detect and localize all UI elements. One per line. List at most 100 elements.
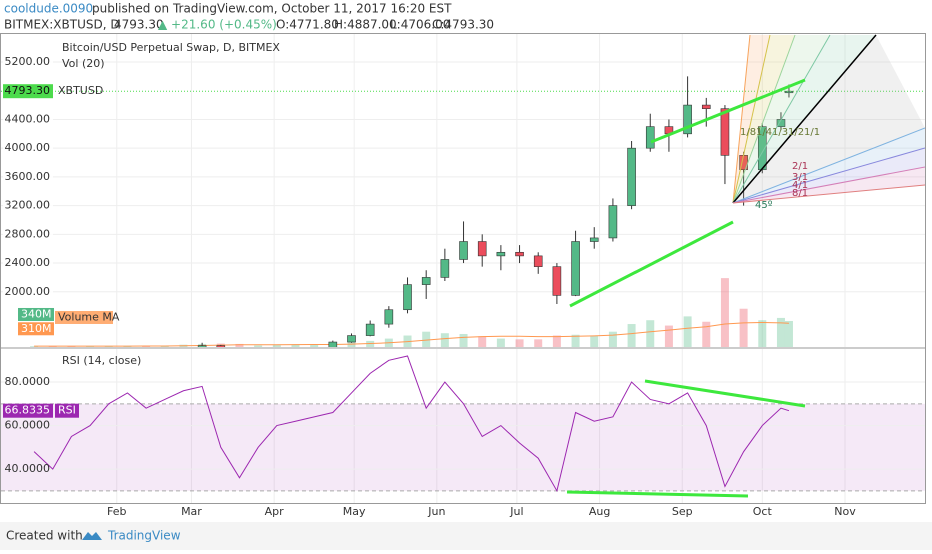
volume-ma [34,322,789,347]
candle-body [784,90,794,94]
vol-label: 340M [21,307,52,320]
volume-bar [664,325,673,347]
candle-body [720,108,730,156]
gann-label: 45º [755,200,773,211]
rsi-title: RSI (14, close) [62,354,141,367]
gann-label: 2/1 [792,161,808,172]
gann-label: 1/3 [772,127,788,138]
vol-label-bg [18,307,54,321]
y-tick-label: 60.0000 [5,419,51,432]
rsi-name: RSI [58,404,76,417]
change: ▲ +21.60 (+0.45%) [158,18,277,32]
x-tick-label: Nov [834,505,856,518]
candle-body [421,277,431,285]
candle-body [496,251,506,257]
candle-body [608,205,618,239]
volume-bar [310,344,319,347]
candle-body [142,362,150,363]
ma-label-bg [18,322,54,336]
candle-body [179,350,187,359]
candle-body [683,104,692,135]
volume-bar [515,339,524,347]
y-label-bg [3,284,53,299]
candle-body [627,147,636,206]
fan-line [732,184,925,204]
footer-bg [0,522,932,550]
published: published on TradingView.com, October 11… [92,2,452,16]
y-tick-label: 2400.00 [5,256,51,269]
candle-body [30,364,38,367]
footer: Created with TradingView [0,522,932,550]
candle-body [197,345,207,347]
candle-body [365,323,375,336]
candle-body [477,241,487,257]
rsi-name-box [55,403,79,418]
rsi-line [33,355,790,493]
volume-bar [646,320,655,347]
gann-label: 1/2 [788,127,804,138]
volume-bar [720,278,729,347]
x-tick-label: Mar [181,505,202,518]
y-tick-label: 4000.00 [5,141,51,154]
volume-bar [291,344,300,347]
volume-bar [440,333,449,347]
last-price: 4793.30 [114,18,164,32]
y-label-bg [3,55,53,70]
candle-body [216,345,226,347]
trend-line [644,379,806,408]
candle-body [384,309,394,325]
volume-bar [739,308,748,347]
volume-bar [254,345,263,347]
candle-body [533,255,543,267]
y-tick-label: 80.0000 [5,375,51,388]
candle-body [347,335,356,343]
volume-bar [496,338,505,347]
gann-label: 4/1 [792,180,808,191]
y-tick-label: 40.0000 [5,462,51,475]
volume-bar [627,324,636,347]
candle-body [552,266,562,296]
price-pane [1,34,925,374]
candle-body [235,351,243,362]
fan-line [732,34,831,204]
rsi-band [1,403,925,491]
rsi-pane [1,349,925,503]
volume-bar [776,317,785,347]
candle-body [254,361,262,362]
y-label-bg [3,198,53,213]
brand[interactable]: TradingView [107,529,181,543]
candle-body [291,351,299,357]
candle-body [310,349,318,351]
y-label-bg [3,227,53,242]
volume-bar [272,345,281,347]
frame [0,33,926,504]
candle-body [86,369,94,374]
x-tick-label: Jul [509,505,523,518]
author[interactable]: cooldude.0090 [4,2,93,16]
candle-body [403,284,412,311]
trend-line [569,220,734,308]
candle-body [459,241,468,260]
volume-bar [758,320,767,347]
rsi-last-label: 66.8335 [5,404,51,417]
candle-body [440,259,450,278]
fan-line [732,34,877,204]
fan-zone [733,35,925,203]
ma-name: Volume MA [58,310,120,323]
fan-line [732,166,925,204]
high: H:4887.00 [334,18,397,32]
gann-label: 1/8 [740,127,756,138]
x-tick-label: Oct [753,505,773,518]
volume-bar [784,320,793,347]
logo [82,532,102,540]
candle-body [49,364,57,371]
open: O:4771.80 [276,18,339,32]
volume-bar [534,339,543,347]
volume-bar [590,335,599,347]
fan-line [732,127,925,204]
volume-bar [552,335,561,347]
x-tick-label: May [343,505,366,518]
gann-label: 3/1 [792,172,808,183]
x-tick-label: Jun [427,505,445,518]
